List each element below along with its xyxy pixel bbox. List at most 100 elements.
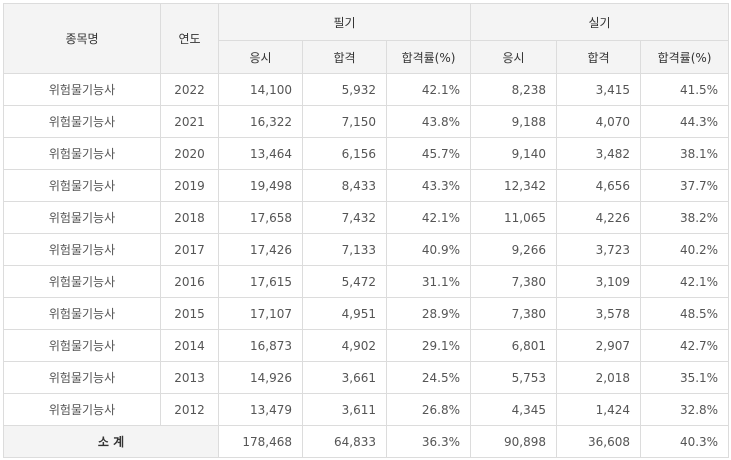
cell-written-rate: 42.1%	[385, 73, 472, 106]
total-practical-passed: 36,608	[556, 425, 642, 458]
table-row: 위험물기능사 2014 16,873 4,902 29.1% 6,801 2,907 42.7…	[3, 329, 730, 362]
table-row: 위험물기능사 2012 13,479 3,611 26.8% 4,345 1,424 32.8…	[3, 393, 730, 426]
table-row: 위험물기능사 2022 14,100 5,932 42.1% 8,238 3,415 41.5…	[3, 73, 730, 106]
pass-rate-table: 종목명 연도 필기 실기 응시 합격 합격률(%) 응시 합격 합격률(%) 위…	[3, 3, 730, 458]
cell-year: 2014	[160, 329, 219, 362]
total-practical-applicants: 90,898	[470, 425, 558, 458]
cell-practical-passed: 2,018	[556, 361, 642, 394]
total-written-rate: 36.3%	[385, 425, 472, 458]
table-row: 위험물기능사 2015 17,107 4,951 28.9% 7,380 3,578 48.5…	[3, 297, 730, 330]
table-row: 위험물기능사 2021 16,322 7,150 43.8% 9,188 4,070 44.3…	[3, 105, 730, 138]
cell-written-rate: 28.9%	[385, 297, 472, 330]
cell-written-applicants: 14,100	[218, 73, 303, 106]
cell-practical-rate: 38.1%	[640, 137, 730, 170]
cell-practical-applicants: 7,380	[470, 297, 558, 330]
cell-year: 2022	[160, 73, 219, 106]
cell-item-name: 위험물기능사	[3, 233, 161, 266]
cell-year: 2020	[160, 137, 219, 170]
table-row: 위험물기능사 2019 19,498 8,433 43.3% 12,342 4,656 37.…	[3, 169, 730, 202]
header-year: 연도	[160, 3, 219, 74]
cell-written-passed: 3,611	[302, 393, 387, 426]
cell-year: 2017	[160, 233, 219, 266]
table-row: 위험물기능사 2017 17,426 7,133 40.9% 9,266 3,723 40.2…	[3, 233, 730, 266]
cell-practical-rate: 35.1%	[640, 361, 730, 394]
cell-practical-passed: 2,907	[556, 329, 642, 362]
header-item-name: 종목명	[3, 3, 161, 74]
table-row: 위험물기능사 2016 17,615 5,472 31.1% 7,380 3,109 42.1…	[3, 265, 730, 298]
cell-practical-rate: 48.5%	[640, 297, 730, 330]
cell-practical-passed: 3,723	[556, 233, 642, 266]
cell-practical-rate: 42.1%	[640, 265, 730, 298]
cell-written-applicants: 17,615	[218, 265, 303, 298]
cell-practical-passed: 1,424	[556, 393, 642, 426]
total-label: 소 계	[3, 425, 219, 458]
table-row: 위험물기능사 2018 17,658 7,432 42.1% 11,065 4,226 38.…	[3, 201, 730, 234]
header-written: 필기	[217, 3, 472, 41]
cell-practical-applicants: 7,380	[470, 265, 558, 298]
cell-practical-rate: 44.3%	[640, 105, 730, 138]
total-practical-rate: 40.3%	[640, 425, 730, 458]
table-row: 위험물기능사 2020 13,464 6,156 45.7% 9,140 3,482 38.1…	[3, 137, 730, 170]
cell-practical-applicants: 12,342	[470, 169, 558, 202]
cell-written-passed: 4,902	[302, 329, 387, 362]
cell-year: 2013	[160, 361, 219, 394]
cell-year: 2012	[160, 393, 219, 426]
total-written-passed: 64,833	[302, 425, 387, 458]
total-written-applicants: 178,468	[218, 425, 303, 458]
header-practical-applicants: 응시	[470, 40, 558, 74]
cell-written-rate: 43.8%	[385, 105, 472, 138]
cell-written-passed: 7,133	[302, 233, 387, 266]
cell-written-applicants: 13,479	[218, 393, 303, 426]
cell-written-rate: 43.3%	[385, 169, 472, 202]
cell-written-applicants: 14,926	[218, 361, 303, 394]
cell-practical-passed: 3,482	[556, 137, 642, 170]
cell-practical-passed: 4,656	[556, 169, 642, 202]
cell-written-rate: 45.7%	[385, 137, 472, 170]
cell-item-name: 위험물기능사	[3, 201, 161, 234]
cell-practical-passed: 3,415	[556, 73, 642, 106]
cell-item-name: 위험물기능사	[3, 361, 161, 394]
cell-year: 2021	[160, 105, 219, 138]
cell-written-applicants: 16,322	[218, 105, 303, 138]
cell-written-applicants: 19,498	[218, 169, 303, 202]
cell-year: 2015	[160, 297, 219, 330]
cell-practical-applicants: 6,801	[470, 329, 558, 362]
cell-written-rate: 31.1%	[385, 265, 472, 298]
cell-practical-rate: 42.7%	[640, 329, 730, 362]
header-row-top: 종목명 연도 필기 실기	[3, 3, 730, 74]
cell-item-name: 위험물기능사	[3, 297, 161, 330]
cell-written-passed: 5,472	[302, 265, 387, 298]
cell-practical-rate: 32.8%	[640, 393, 730, 426]
cell-written-passed: 7,432	[302, 201, 387, 234]
cell-written-passed: 3,661	[302, 361, 387, 394]
cell-practical-rate: 37.7%	[640, 169, 730, 202]
cell-item-name: 위험물기능사	[3, 169, 161, 202]
table-row: 위험물기능사 2013 14,926 3,661 24.5% 5,753 2,018 35.1…	[3, 361, 730, 394]
total-row: 소 계 178,468 64,833 36.3% 90,898 36,608 4…	[3, 425, 730, 458]
cell-item-name: 위험물기능사	[3, 265, 161, 298]
cell-year: 2018	[160, 201, 219, 234]
cell-item-name: 위험물기능사	[3, 73, 161, 106]
cell-year: 2016	[160, 265, 219, 298]
cell-practical-passed: 4,070	[556, 105, 642, 138]
header-practical-passed: 합격	[556, 40, 642, 74]
header-written-passed: 합격	[302, 40, 387, 74]
cell-written-passed: 8,433	[302, 169, 387, 202]
cell-practical-passed: 3,578	[556, 297, 642, 330]
cell-written-rate: 29.1%	[385, 329, 472, 362]
cell-written-rate: 40.9%	[385, 233, 472, 266]
cell-written-passed: 5,932	[302, 73, 387, 106]
cell-written-passed: 4,951	[302, 297, 387, 330]
header-practical-rate: 합격률(%)	[640, 40, 730, 74]
cell-practical-applicants: 5,753	[470, 361, 558, 394]
cell-item-name: 위험물기능사	[3, 329, 161, 362]
cell-practical-applicants: 8,238	[470, 73, 558, 106]
cell-practical-applicants: 11,065	[470, 201, 558, 234]
table-body: 위험물기능사 2022 14,100 5,932 42.1% 8,238 3,415 41.5…	[3, 73, 730, 426]
header-practical: 실기	[470, 3, 730, 41]
cell-written-rate: 26.8%	[385, 393, 472, 426]
cell-practical-applicants: 9,140	[470, 137, 558, 170]
cell-practical-rate: 40.2%	[640, 233, 730, 266]
header-row-sub: 응시 합격 합격률(%) 응시 합격 합격률(%)	[4, 40, 730, 74]
cell-year: 2019	[160, 169, 219, 202]
